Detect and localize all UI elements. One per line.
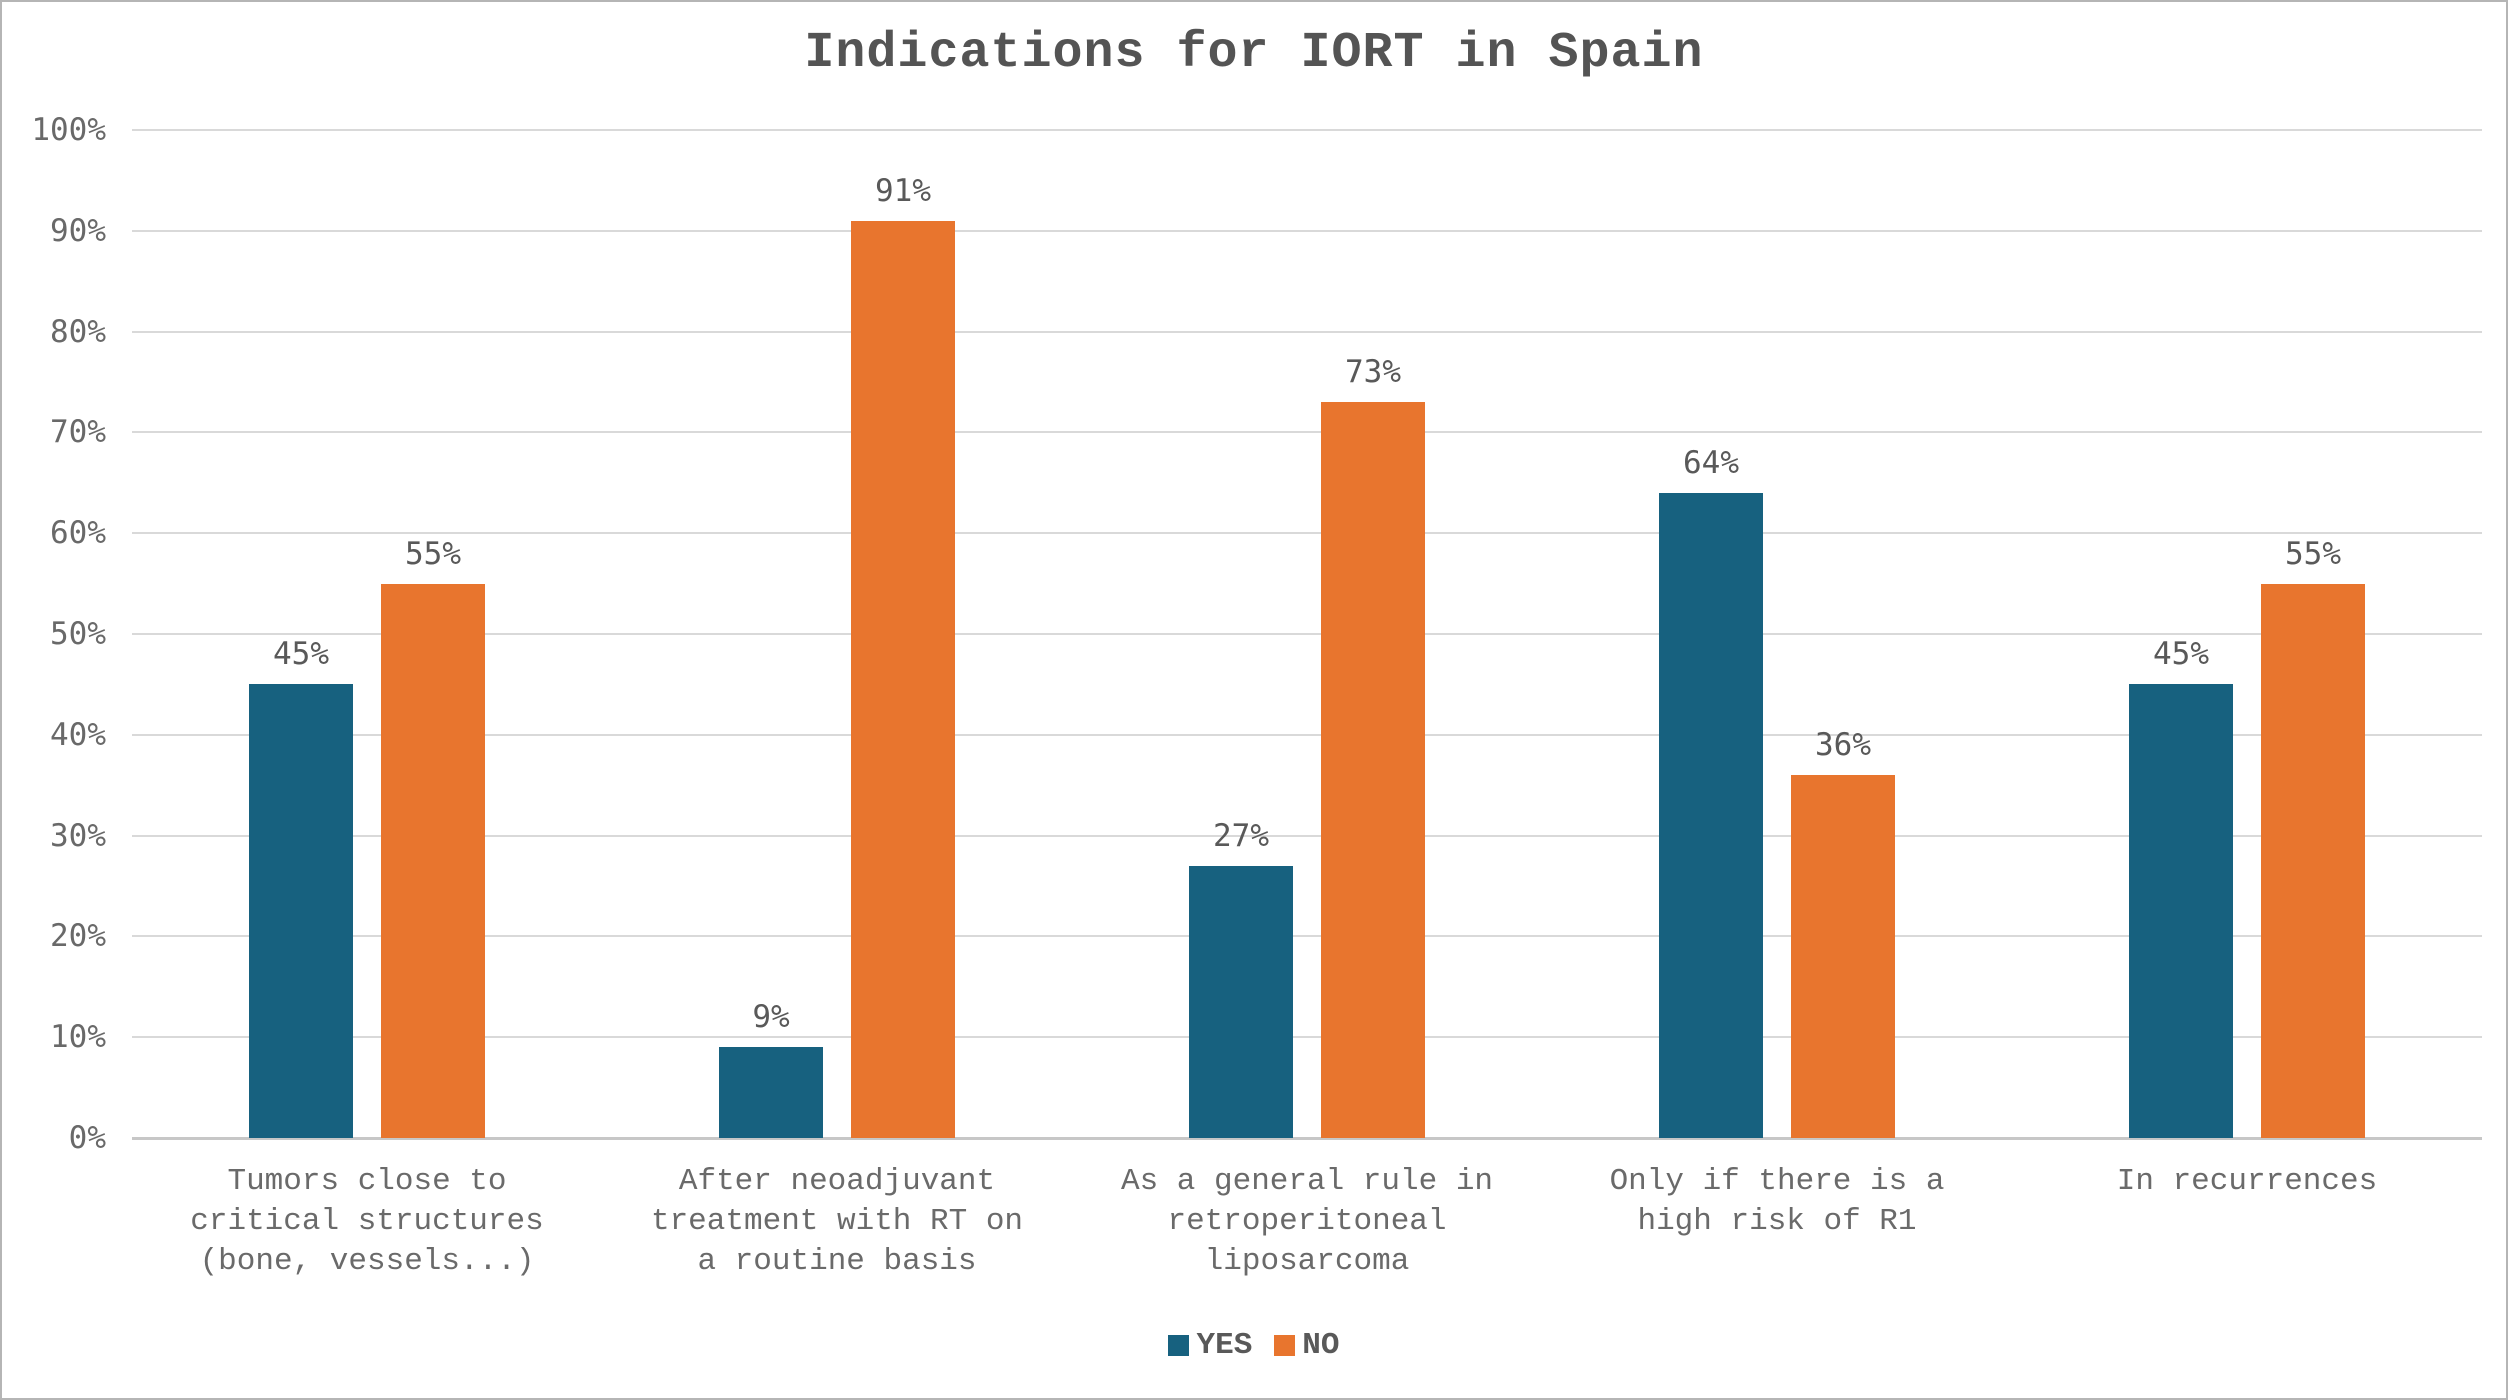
- bar-group: 9% 91%: [602, 130, 1072, 1138]
- bar-yes-3: [1189, 865, 1293, 1138]
- legend-item-no: NO: [1274, 1328, 1340, 1363]
- bar-no-2: [851, 220, 955, 1138]
- bar-group: 27% 73%: [1072, 130, 1542, 1138]
- y-tick-label: 40%: [50, 716, 106, 753]
- legend-item-yes: YES: [1168, 1328, 1252, 1363]
- bar-value-label: 64%: [1683, 444, 1739, 481]
- x-category-label: After neoadjuvant treatment with RT on a…: [650, 1164, 1024, 1279]
- y-tick-label: 30%: [50, 817, 106, 854]
- legend-label-no: NO: [1302, 1328, 1340, 1363]
- y-tick-label: 60%: [50, 515, 106, 552]
- gridline: [132, 229, 2482, 232]
- x-category-label: In recurrences: [2116, 1164, 2378, 1199]
- legend-swatch-no-icon: [1274, 1335, 1296, 1356]
- gridline: [132, 834, 2482, 837]
- bar-group: 64% 36%: [1542, 130, 2012, 1138]
- bar-value-label: 36%: [1815, 727, 1871, 764]
- bar-value-label: 55%: [405, 535, 461, 572]
- gridline: [132, 733, 2482, 736]
- x-category-label: Only if there is a high risk of R1: [1609, 1164, 1945, 1239]
- bar-value-label: 91%: [875, 172, 931, 209]
- y-tick-label: 100%: [31, 112, 106, 148]
- bar-group: 45% 55%: [132, 130, 602, 1138]
- gridline: [132, 633, 2482, 635]
- gridline: [132, 330, 2482, 333]
- bar-no-3: [1321, 402, 1425, 1138]
- y-tick-label: 70%: [50, 414, 106, 451]
- bar-yes-1: [249, 684, 353, 1138]
- gridline: [132, 129, 2482, 131]
- bar-value-label: 45%: [273, 636, 329, 673]
- y-tick-label: 90%: [50, 212, 106, 249]
- bar-no-5: [2261, 583, 2365, 1138]
- bar-value-label: 55%: [2285, 535, 2341, 572]
- y-tick-label: 10%: [50, 1019, 106, 1056]
- legend-label-yes: YES: [1196, 1328, 1253, 1363]
- y-tick-label: 0%: [68, 1120, 106, 1156]
- plot-area: 45% 55% 9% 91% 27% 73% 64% 36% 45% 55%: [132, 129, 2482, 1140]
- y-tick-label: 50%: [50, 616, 106, 652]
- x-axis-baseline: [132, 1137, 2482, 1140]
- bar-yes-5: [2129, 684, 2233, 1138]
- gridline: [132, 1036, 2482, 1039]
- bar-no-1: [381, 583, 485, 1138]
- bar-group: 45% 55%: [2012, 130, 2482, 1138]
- bar-value-label: 45%: [2153, 636, 2209, 673]
- bar-value-label: 73%: [1345, 354, 1401, 391]
- x-category-label: Tumors close to critical structures (bon…: [190, 1164, 544, 1279]
- gridline: [132, 532, 2482, 535]
- gridline: [132, 935, 2482, 938]
- y-tick-label: 20%: [50, 918, 106, 955]
- bar-value-label: 27%: [1213, 817, 1269, 854]
- y-tick-label: 80%: [50, 313, 106, 350]
- legend: YES NO: [2, 1328, 2506, 1363]
- bar-yes-2: [719, 1047, 823, 1138]
- legend-swatch-yes-icon: [1168, 1335, 1190, 1356]
- chart-title: Indications for IORT in Spain: [804, 25, 1704, 82]
- x-category-label: As a general rule in retroperitoneal lip…: [1120, 1164, 1494, 1279]
- x-axis-category-labels: Tumors close to critical structures (bon…: [2, 1162, 2506, 1302]
- bar-value-label: 9%: [752, 999, 790, 1036]
- bar-no-4: [1791, 775, 1895, 1138]
- bar-yes-4: [1659, 492, 1763, 1138]
- gridline: [132, 431, 2482, 434]
